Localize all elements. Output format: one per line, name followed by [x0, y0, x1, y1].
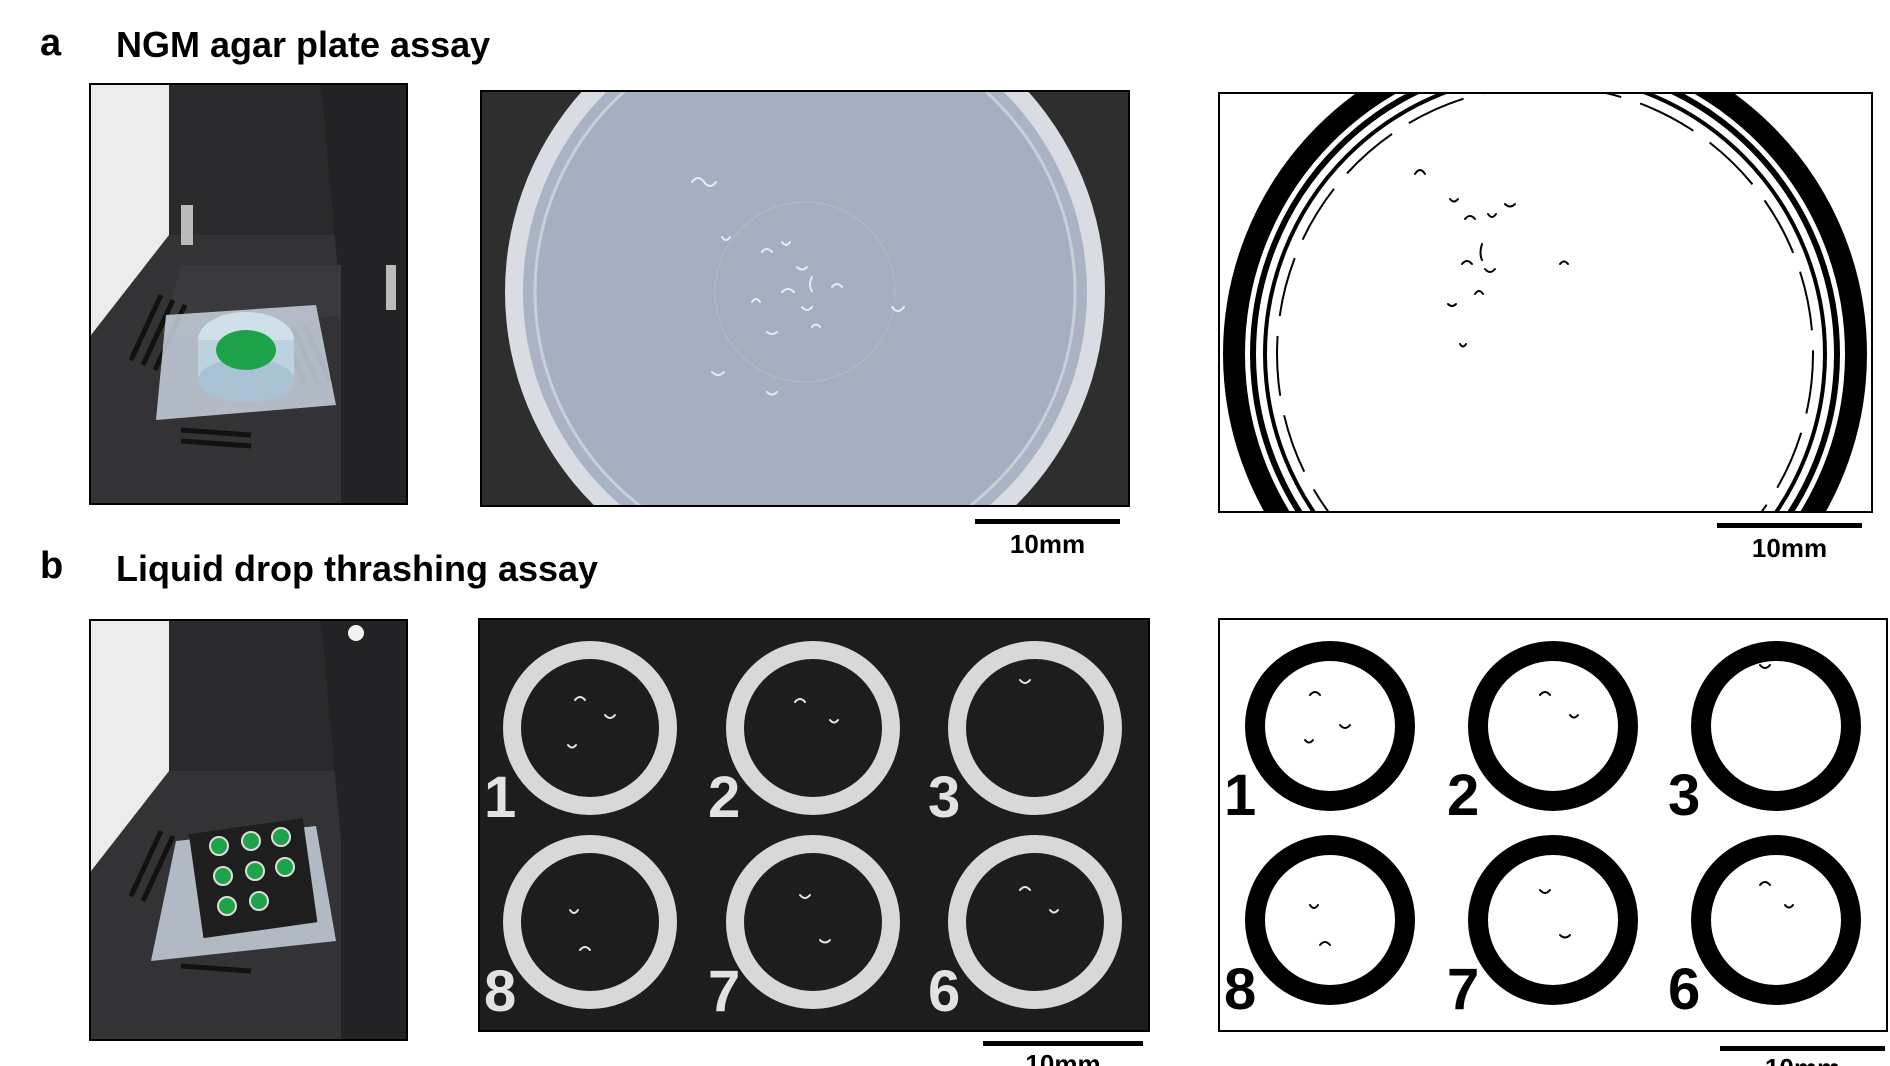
well-label-8-bin: 8 [1224, 957, 1257, 1022]
device-photo-a [89, 83, 408, 505]
imaging-device-with-petri-dish-photo [91, 85, 406, 503]
binarized-petri-dish-image [1220, 94, 1871, 511]
well-slide-with-worms-photo [480, 620, 1148, 1030]
scale-label-b-raw: 10mm [1025, 1050, 1101, 1066]
well-label-3-bin: 3 [1668, 763, 1701, 828]
well-label-8-raw: 8 [484, 959, 517, 1024]
panel-a-letter: a [40, 22, 62, 64]
binarized-well-slide-image [1220, 620, 1886, 1030]
panel-b-title: Liquid drop thrashing assay [116, 548, 599, 589]
binary-dish-image-a [1218, 92, 1873, 513]
binary-well-image-b [1218, 618, 1888, 1032]
device-photo-b [89, 619, 408, 1041]
well-label-1-raw: 1 [484, 765, 517, 830]
well-label-2-raw: 2 [708, 765, 741, 830]
well-slide-photo-b [478, 618, 1150, 1032]
scale-label-b-bin: 10mm [1720, 1054, 1885, 1066]
well-label-6-bin: 6 [1668, 957, 1701, 1022]
scale-bar-b-raw [983, 1041, 1143, 1046]
well-label-7-bin: 7 [1447, 957, 1480, 1022]
well-label-3-raw: 3 [928, 765, 961, 830]
imaging-device-with-well-slide-photo [91, 621, 406, 1039]
petri-dish-with-worms-photo [482, 92, 1128, 505]
scale-label-a-raw: 10mm [1009, 529, 1086, 559]
scale-label-a-bin: 10mm [1751, 533, 1828, 563]
well-label-7-raw: 7 [708, 959, 741, 1024]
panel-a-title: NGM agar plate assay [116, 24, 491, 65]
well-label-6-raw: 6 [928, 959, 961, 1024]
scale-bar-b-bin [1720, 1046, 1885, 1051]
scale-bar-a-bin [1717, 523, 1862, 528]
scale-bar-a-raw [975, 519, 1120, 524]
well-label-2-bin: 2 [1447, 763, 1480, 828]
well-label-1-bin: 1 [1224, 763, 1257, 828]
petri-dish-photo-a [480, 90, 1130, 507]
panel-b-letter: b [40, 545, 64, 587]
